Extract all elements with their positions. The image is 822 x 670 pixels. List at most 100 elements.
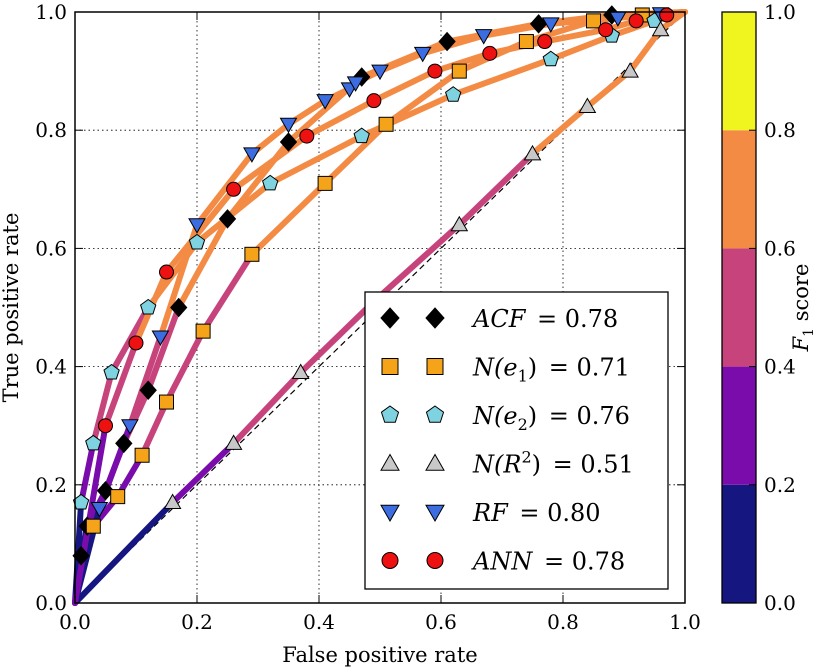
- legend-marker-acf: [425, 307, 445, 329]
- marker-acf: [72, 545, 90, 566]
- marker-ann: [98, 418, 113, 434]
- legend-label-sub: 2: [518, 415, 528, 434]
- legend-marker-n-e1-: [381, 358, 399, 375]
- marker-rf: [316, 94, 334, 110]
- marker-n-e2-: [85, 434, 102, 451]
- curve-segment: [72, 499, 176, 606]
- curve-segment: [163, 186, 237, 276]
- legend-label-main: ACF: [471, 305, 527, 333]
- curve-segment: [194, 150, 255, 228]
- marker-rf: [279, 117, 298, 134]
- marker-rf: [90, 501, 109, 518]
- marker-n-e2-: [103, 363, 120, 380]
- x-tick-label: 1.0: [669, 610, 701, 634]
- legend-label-n-r2-: N(R2) = 0.51: [472, 448, 634, 479]
- marker-n-r2-: [621, 62, 639, 78]
- curve-segment: [163, 328, 207, 406]
- axis-ticks: 0.0 0.2 0.4 0.6 0.8 1.0 0.0 0.2 0.4 0.6 0.8 1.0: [35, 0, 701, 634]
- marker-acf: [170, 297, 188, 318]
- curve-segment: [78, 440, 97, 506]
- marker-n-r2-: [578, 97, 597, 114]
- colorbar-bin: [722, 130, 756, 249]
- marker-n-r2-: [523, 144, 542, 161]
- marker-acf: [96, 480, 115, 501]
- marker-rf: [346, 76, 365, 92]
- curve-segment: [523, 17, 597, 45]
- marker-rf: [121, 419, 139, 435]
- marker-ann: [427, 63, 443, 79]
- marker-n-e1-: [85, 518, 101, 534]
- y-tick-label: 0.8: [35, 118, 67, 142]
- marker-rf: [541, 17, 560, 33]
- legend-marker-rf: [380, 504, 400, 523]
- y-tick-label: 0.6: [35, 236, 67, 260]
- marker-ann: [366, 93, 382, 109]
- curve-segment: [358, 91, 457, 140]
- curve-segment: [456, 150, 536, 228]
- marker-n-e2-: [188, 233, 206, 250]
- marker-n-e2-: [542, 50, 559, 67]
- curve-segment: [102, 339, 139, 429]
- legend-marker-rf: [425, 504, 445, 523]
- marker-acf: [139, 380, 157, 400]
- colorbar-tick-label: 0.8: [764, 118, 796, 142]
- colorbar-bin: [722, 12, 756, 131]
- legend-label-rf: RF = 0.80: [472, 499, 601, 527]
- plot-frame: [74, 11, 686, 604]
- legend-label-rest: ): [528, 354, 537, 382]
- colorbar-tick-label: 0.6: [764, 236, 796, 260]
- curve-segment: [370, 68, 438, 104]
- marker-rf: [188, 218, 206, 234]
- marker-n-e1-: [317, 175, 333, 191]
- marker-n-e2-: [140, 298, 157, 315]
- marker-n-e2-: [445, 86, 462, 102]
- colorbar-frame: [721, 11, 757, 604]
- y-axis-label: True positive rate: [0, 213, 23, 403]
- y-tick-label: 0.4: [35, 355, 67, 379]
- marker-n-e1-: [586, 13, 601, 29]
- colorbar-bin: [722, 366, 756, 485]
- marker-n-e2-: [353, 127, 370, 144]
- legend-marker-acf: [380, 307, 400, 329]
- x-tick-label: 0.6: [425, 610, 457, 634]
- marker-n-r2-: [224, 434, 243, 450]
- marker-rf: [371, 64, 389, 81]
- legend-marker-n-e2-: [425, 405, 445, 423]
- marker-n-e1-: [244, 246, 260, 262]
- marker-n-e1-: [110, 489, 126, 505]
- marker-n-r2-: [291, 363, 310, 380]
- marker-n-r2-: [163, 493, 182, 510]
- y-tick-label: 0.0: [35, 591, 67, 615]
- marker-ann: [659, 7, 675, 23]
- legend-label-main: ANN: [471, 548, 533, 576]
- marker-ann: [226, 181, 242, 197]
- curve-segment: [267, 133, 365, 187]
- legend-label-n-e2-: N(e2) = 0.76: [472, 402, 630, 434]
- curve-segment: [175, 215, 231, 311]
- legend-value: = 0.80: [512, 499, 601, 527]
- marker-n-e1-: [134, 447, 150, 463]
- colorbar-label-main: F: [789, 335, 813, 352]
- marker-n-r2-: [450, 215, 469, 232]
- marker-n-e2-: [262, 174, 279, 191]
- marker-acf: [529, 14, 548, 34]
- colorbar-bin: [722, 248, 756, 367]
- legend-marker-n-r2-: [425, 453, 445, 471]
- legend-marker-n-e2-: [380, 405, 400, 423]
- marker-ann: [537, 34, 553, 50]
- colorbar-tick-label: 1.0: [764, 0, 796, 24]
- curve-segment: [370, 221, 463, 305]
- x-tick-label: 0.0: [59, 610, 91, 634]
- legend-label-main: N(e: [472, 402, 518, 430]
- legend-marker-n-r2-: [380, 453, 400, 471]
- curve-segment: [419, 32, 487, 57]
- legend: ACF = 0.78N(e1) = 0.71N(e2) = 0.76N(R2) …: [364, 291, 669, 590]
- curve-segment: [529, 103, 591, 157]
- legend-marker-n-e1-: [426, 358, 444, 375]
- legend-label-rest: ): [528, 402, 537, 430]
- marker-n-r2-: [651, 20, 670, 37]
- curve-segment: [486, 38, 548, 57]
- marker-n-e1-: [451, 63, 467, 79]
- curve-segment: [377, 50, 426, 75]
